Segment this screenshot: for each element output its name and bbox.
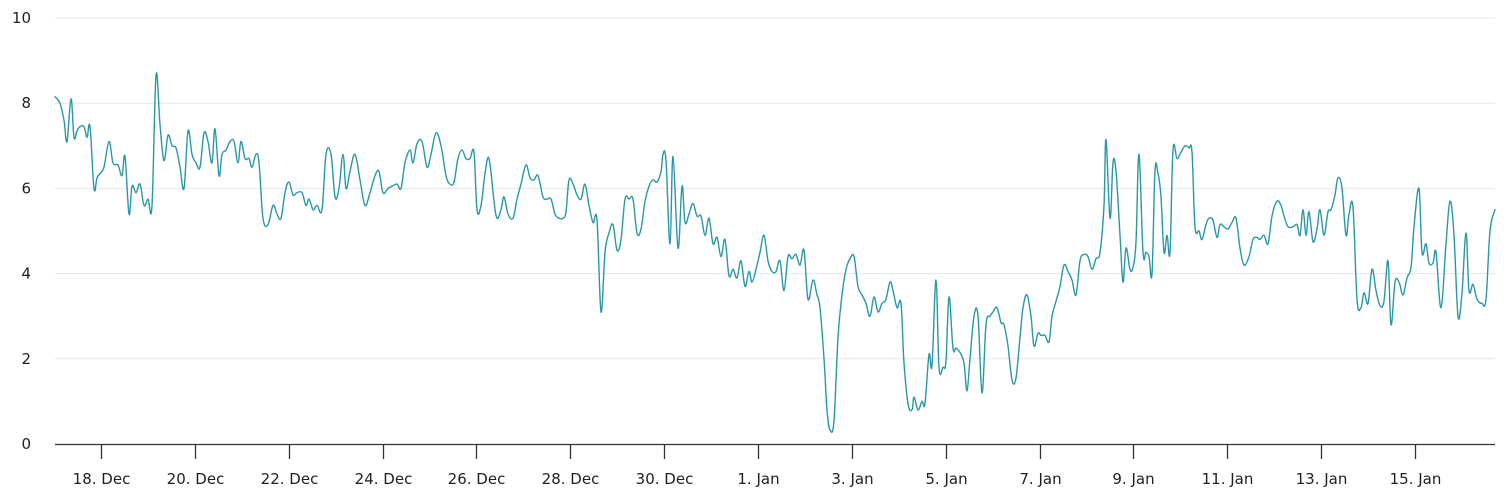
x-tick-label: 20. Dec	[167, 470, 225, 488]
x-tick-label: 15. Jan	[1390, 470, 1442, 488]
y-tick-label: 0	[21, 435, 31, 453]
series-line[interactable]	[54, 72, 1496, 433]
y-axis-labels: 0 2 4 6 8 10	[12, 9, 31, 453]
x-tick-label: 22. Dec	[261, 470, 319, 488]
y-tick-label: 6	[21, 179, 31, 197]
x-tick-label: 28. Dec	[542, 470, 600, 488]
x-tick-label: 26. Dec	[448, 470, 506, 488]
y-tick-label: 10	[12, 9, 31, 27]
x-tick-label: 7. Jan	[1019, 470, 1061, 488]
y-tick-label: 2	[21, 350, 31, 368]
y-tick-label: 8	[21, 94, 31, 112]
x-tick-label: 24. Dec	[355, 470, 413, 488]
x-tick-label: 1. Jan	[737, 470, 779, 488]
y-tick-label: 4	[21, 265, 31, 283]
x-tick-label: 30. Dec	[636, 470, 694, 488]
x-tick-label: 3. Jan	[831, 470, 873, 488]
x-tick-label: 11. Jan	[1202, 470, 1254, 488]
x-tick-label: 13. Jan	[1296, 470, 1348, 488]
x-axis-ticks: 18. Dec 20. Dec 22. Dec 24. Dec 26. Dec 28. D…	[73, 444, 1442, 488]
x-tick-label: 18. Dec	[73, 470, 131, 488]
y-gridlines	[55, 17, 1495, 360]
x-tick-label: 9. Jan	[1112, 470, 1154, 488]
x-tick-label: 5. Jan	[925, 470, 967, 488]
